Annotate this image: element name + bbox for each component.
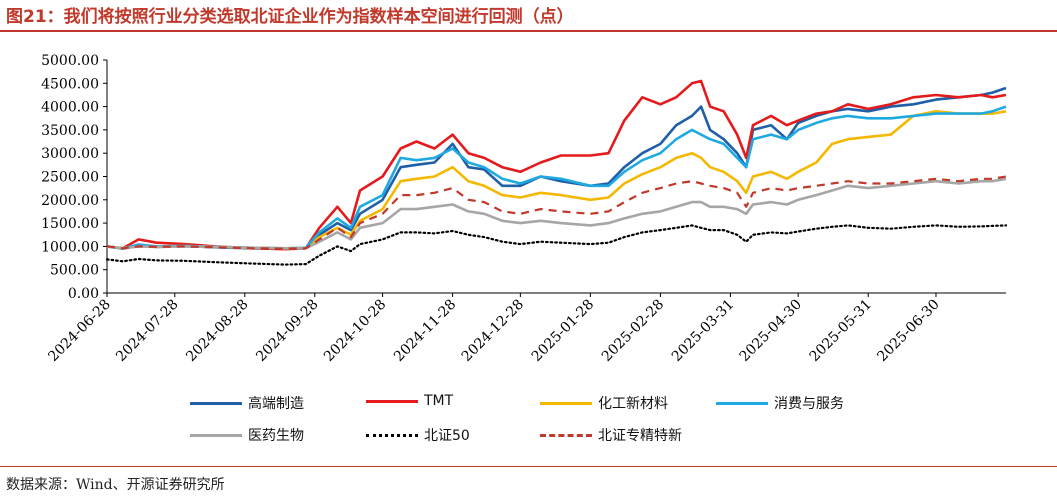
- legend-item: TMT: [366, 393, 453, 409]
- legend-item: 北证专精特新: [540, 425, 682, 445]
- legend-item: 北证50: [366, 425, 470, 445]
- legend-swatch: [190, 433, 242, 437]
- figure-title: 图21：我们将按照行业分类选取北证企业作为指数样本空间进行回测（点）: [6, 7, 574, 27]
- legend-label: 北证50: [424, 428, 470, 444]
- legend-label: 医药生物: [248, 428, 304, 444]
- series-line-6: [105, 224, 1008, 266]
- source-rule: [0, 466, 1057, 467]
- x-tick-label: 2025-01-28: [529, 297, 597, 365]
- legend-label: 消费与服务: [774, 396, 844, 412]
- y-tick-label: 1000.00: [41, 239, 99, 255]
- x-tick-label: 2025-04-30: [737, 297, 805, 365]
- y-tick-label: 4500.00: [41, 76, 99, 92]
- x-tick-label: 2025-03-31: [669, 297, 737, 365]
- x-tick-label: 2024-10-28: [321, 297, 389, 365]
- legend-swatch: [366, 399, 418, 403]
- x-tick-label: 2024-06-28: [45, 297, 113, 365]
- y-tick-label: 1500.00: [41, 216, 99, 232]
- x-tick-label: 2024-09-28: [253, 297, 321, 365]
- legend-label: TMT: [424, 393, 454, 409]
- legend-item: 化工新材料: [540, 393, 668, 413]
- line-chart: 0.00 500.00 1000.00 1500.00 2000.00 2500.00 30…: [41, 53, 1008, 365]
- legend-swatch: [540, 433, 592, 437]
- series-line-2: [106, 79, 1007, 251]
- x-tick-label: 2025-02-28: [599, 297, 667, 365]
- y-axis: 0.00 500.00 1000.00 1500.00 2000.00 2500.00 30…: [41, 53, 108, 302]
- x-tick-label: 2024-07-28: [113, 297, 181, 365]
- y-tick-label: 2500.00: [41, 170, 99, 186]
- y-tick-label: 4000.00: [41, 100, 99, 116]
- y-tick-label: 5000.00: [41, 53, 99, 69]
- x-axis: 2024-06-28 2024-07-28 2024-08-28 2024-09-28…: [45, 292, 1006, 365]
- legend-label: 化工新材料: [598, 396, 668, 412]
- legend-item: 消费与服务: [716, 393, 844, 413]
- x-tick-label: 2024-11-28: [391, 297, 459, 365]
- x-tick-label: 2025-05-31: [807, 297, 875, 365]
- x-tick-label: 2024-12-28: [459, 297, 527, 365]
- y-tick-label: 3500.00: [41, 123, 99, 139]
- legend-item: 医药生物: [190, 425, 304, 445]
- y-tick-label: 2000.00: [41, 193, 99, 209]
- x-tick-label: 2025-06-30: [874, 297, 942, 365]
- series-layer: [105, 79, 1008, 266]
- legend-label: 北证专精特新: [598, 428, 682, 444]
- series-line-4: [106, 105, 1007, 250]
- legend-swatch: [540, 401, 592, 405]
- series-line-7: [106, 175, 1007, 250]
- legend-swatch: [366, 433, 418, 437]
- y-tick-label: 3000.00: [41, 146, 99, 162]
- y-tick-label: 500.00: [50, 263, 99, 279]
- x-tick-label: 2024-08-28: [183, 297, 251, 365]
- legend-swatch: [190, 401, 242, 405]
- title-rule: [0, 30, 1057, 32]
- series-line-5: [106, 177, 1007, 250]
- legend-item: 高端制造: [190, 393, 304, 413]
- source-note: 数据来源：Wind、开源证券研究所: [6, 477, 225, 493]
- series-line-1: [106, 86, 1007, 250]
- y-tick-label: 0.00: [68, 286, 99, 302]
- legend-swatch: [716, 401, 768, 405]
- legend-label: 高端制造: [248, 396, 304, 412]
